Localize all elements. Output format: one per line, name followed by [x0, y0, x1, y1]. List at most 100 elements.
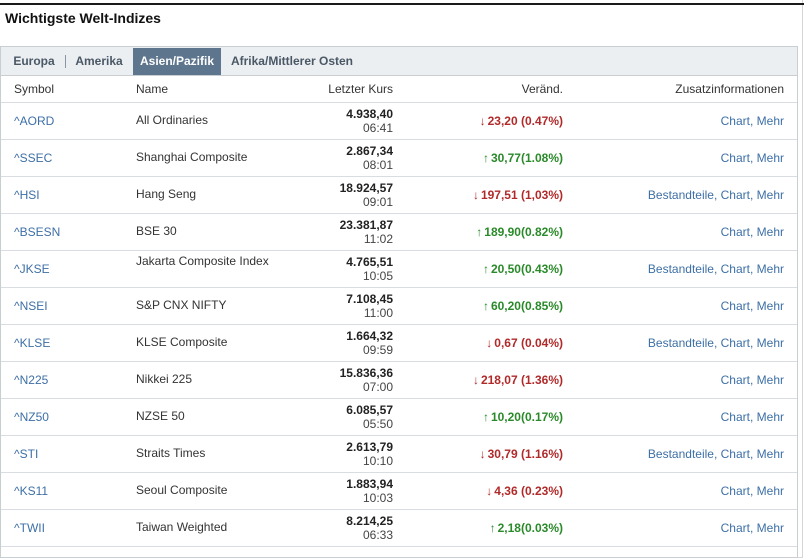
symbol-link[interactable]: ^JKSE: [14, 262, 50, 276]
tab-amerika[interactable]: Amerika: [75, 54, 123, 68]
symbol-link[interactable]: ^BSESN: [14, 225, 61, 239]
change-value: ↑ 189,90(0.82%): [476, 225, 563, 239]
last-time: 09:01: [362, 195, 393, 209]
last-time: 10:05: [362, 269, 393, 283]
header-last-price: Letzter Kurs: [328, 82, 393, 96]
last-time: 11:02: [363, 232, 393, 246]
arrow-down-icon: ↓: [479, 114, 486, 128]
change-value: ↓ 0,67 (0.04%): [486, 336, 563, 350]
symbol-link[interactable]: ^STI: [14, 447, 39, 461]
change-text: 0,67 (0.04%): [494, 336, 563, 350]
symbol-link[interactable]: ^KS11: [14, 484, 49, 498]
change-text: 4,36 (0.23%): [494, 484, 563, 498]
last-time: 07:00: [362, 380, 393, 394]
additional-info-links[interactable]: Chart, Mehr: [720, 225, 784, 239]
arrow-up-icon: ↑: [482, 262, 489, 276]
last-price: 1.664,32: [346, 329, 393, 343]
last-price: 6.085,57: [346, 403, 393, 417]
index-name: Shanghai Composite: [136, 150, 248, 164]
symbol-link[interactable]: ^SSEC: [14, 151, 53, 165]
last-price: 15.836,36: [339, 366, 393, 380]
tab-afrika-mittlerer-osten[interactable]: Afrika/Mittlerer Osten: [230, 54, 354, 68]
change-text: 10,20(0.17%): [490, 410, 563, 424]
index-name: NZSE 50: [136, 409, 185, 423]
additional-info-links[interactable]: Chart, Mehr: [720, 299, 784, 313]
last-time: 10:10: [362, 454, 393, 468]
symbol-link[interactable]: ^AORD: [14, 114, 55, 128]
symbol-link[interactable]: ^TWII: [14, 521, 45, 535]
last-time: 08:01: [362, 158, 393, 172]
table-header: Symbol Name Letzter Kurs Veränd. Zusatzi…: [1, 76, 797, 103]
arrow-up-icon: ↑: [482, 151, 489, 165]
table-row: ^N225 Nikkei 225 15.836,36 07:00 ↓ 218,07 (1.…: [1, 362, 797, 399]
additional-info-links[interactable]: Bestandteile, Chart, Mehr: [647, 336, 784, 350]
change-value: ↑ 2,18(0.03%): [490, 521, 563, 535]
tab-europa[interactable]: Europa: [13, 54, 55, 68]
table-row: ^JKSE Jakarta Composite Index 4.765,51 10:0…: [1, 251, 797, 288]
additional-info-links[interactable]: Chart, Mehr: [720, 484, 784, 498]
change-text: 60,20(0.85%): [490, 299, 563, 313]
additional-info-links[interactable]: Chart, Mehr: [720, 373, 784, 387]
index-name: BSE 30: [136, 224, 177, 238]
symbol-link[interactable]: ^KLSE: [14, 336, 51, 350]
header-additional-info: Zusatzinformationen: [675, 82, 784, 96]
arrow-up-icon: ↑: [489, 521, 496, 535]
additional-info-links[interactable]: Bestandteile, Chart, Mehr: [647, 262, 784, 276]
change-text: 189,90(0.82%): [484, 225, 563, 239]
arrow-down-icon: ↓: [472, 188, 479, 202]
additional-info-links[interactable]: Chart, Mehr: [720, 114, 784, 128]
tab-asien-pazifik[interactable]: Asien/Pazifik: [133, 48, 221, 75]
change-text: 2,18(0.03%): [497, 521, 563, 535]
index-name: All Ordinaries: [136, 113, 209, 127]
header-change: Veränd.: [521, 82, 563, 96]
change-value: ↓ 197,51 (1,03%): [473, 188, 563, 202]
change-value: ↓ 30,79 (1.16%): [480, 447, 563, 461]
header-symbol: Symbol: [14, 82, 55, 96]
last-price: 8.214,25: [346, 514, 393, 528]
index-name: Nikkei 225: [136, 372, 193, 386]
region-tabs: Europa Amerika Asien/Pazifik Afrika/Mitt…: [1, 47, 797, 76]
last-time: 09:59: [362, 343, 393, 357]
symbol-link[interactable]: ^NZ50: [14, 410, 49, 424]
additional-info-links[interactable]: Chart, Mehr: [720, 410, 784, 424]
symbol-link[interactable]: ^N225: [14, 373, 49, 387]
page-title: Wichtigste Welt-Indizes: [5, 10, 161, 26]
arrow-up-icon: ↑: [482, 410, 489, 424]
symbol-link[interactable]: ^NSEI: [14, 299, 48, 313]
last-price: 4.765,51: [346, 255, 393, 269]
change-value: ↓ 218,07 (1.36%): [473, 373, 563, 387]
table-row: ^NSEI S&P CNX NIFTY 7.108,45 11:00 ↑ 60,20(0.…: [1, 288, 797, 325]
change-value: ↓ 4,36 (0.23%): [486, 484, 563, 498]
change-text: 218,07 (1.36%): [480, 373, 563, 387]
change-value: ↑ 30,77(1.08%): [483, 151, 563, 165]
symbol-link[interactable]: ^HSI: [14, 188, 40, 202]
table-row: ^STI Straits Times 2.613,79 10:10 ↓ 30,79 (1.…: [1, 436, 797, 473]
table-row: ^AORD All Ordinaries 4.938,40 06:41 ↓ 23,20 (…: [1, 103, 797, 140]
table-row: ^KS11 Seoul Composite 1.883,94 10:03 ↓ 4,36 (…: [1, 473, 797, 510]
change-value: ↑ 10,20(0.17%): [483, 410, 563, 424]
table-row: ^NZ50 NZSE 50 6.085,57 05:50 ↑ 10,20(0.17%) Ch…: [1, 399, 797, 436]
index-name: Straits Times: [136, 446, 206, 460]
last-price: 1.883,94: [346, 477, 393, 491]
change-text: 23,20 (0.47%): [487, 114, 563, 128]
last-price: 2.613,79: [346, 440, 393, 454]
arrow-up-icon: ↑: [476, 225, 483, 239]
table-row: ^SSEC Shanghai Composite 2.867,34 08:01 ↑ 30,…: [1, 140, 797, 177]
change-text: 30,77(1.08%): [490, 151, 563, 165]
change-text: 20,50(0.43%): [490, 262, 563, 276]
last-time: 11:00: [363, 306, 393, 320]
index-name: Hang Seng: [136, 187, 197, 201]
arrow-up-icon: ↑: [482, 299, 489, 313]
table-row: ^BSESN BSE 30 23.381,87 11:02 ↑ 189,90(0.82%)…: [1, 214, 797, 251]
additional-info-links[interactable]: Chart, Mehr: [720, 521, 784, 535]
additional-info-links[interactable]: Chart, Mehr: [720, 151, 784, 165]
change-value: ↑ 60,20(0.85%): [483, 299, 563, 313]
index-name: Seoul Composite: [136, 483, 228, 497]
change-text: 30,79 (1.16%): [487, 447, 563, 461]
last-price: 18.924,57: [339, 181, 393, 195]
additional-info-links[interactable]: Bestandteile, Chart, Mehr: [647, 188, 784, 202]
last-price: 4.938,40: [346, 107, 393, 121]
additional-info-links[interactable]: Bestandteile, Chart, Mehr: [647, 447, 784, 461]
index-name: S&P CNX NIFTY: [136, 298, 227, 312]
tab-separator: [65, 55, 66, 68]
